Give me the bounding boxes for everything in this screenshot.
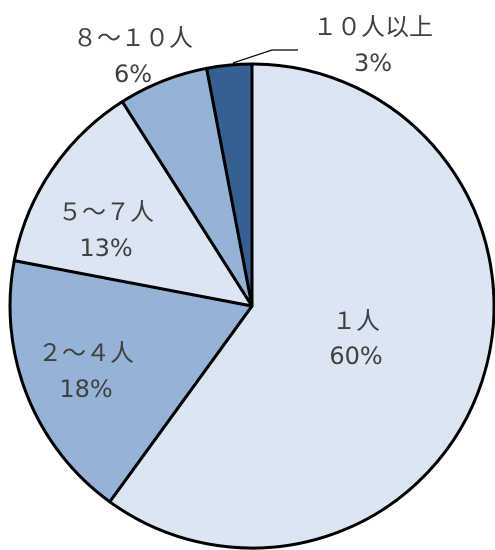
slice-value-2-4-persons: 18%	[59, 375, 112, 403]
pie-slices	[8, 62, 495, 550]
pie-slice-3	[12, 100, 254, 308]
slice-value-1-person: 60%	[329, 342, 382, 370]
slice-label-10-plus-persons: １０人以上	[313, 13, 433, 41]
slice-label-1-person: １人	[332, 307, 380, 335]
slice-value-10-plus-persons: 3%	[354, 49, 392, 77]
pie-slice-5	[205, 62, 254, 308]
pie-slice-2	[8, 259, 254, 504]
slice-label-8-10-persons: ８～１０人	[73, 24, 193, 52]
leader-line-10plus	[232, 49, 298, 64]
slice-value-5-7-persons: 13%	[79, 234, 132, 262]
slice-value-8-10-persons: 6%	[114, 60, 152, 88]
slice-label-5-7-persons: ５～７人	[58, 198, 154, 226]
pie-slice-1	[108, 62, 495, 550]
slice-label-2-4-persons: ２～４人	[38, 339, 134, 367]
